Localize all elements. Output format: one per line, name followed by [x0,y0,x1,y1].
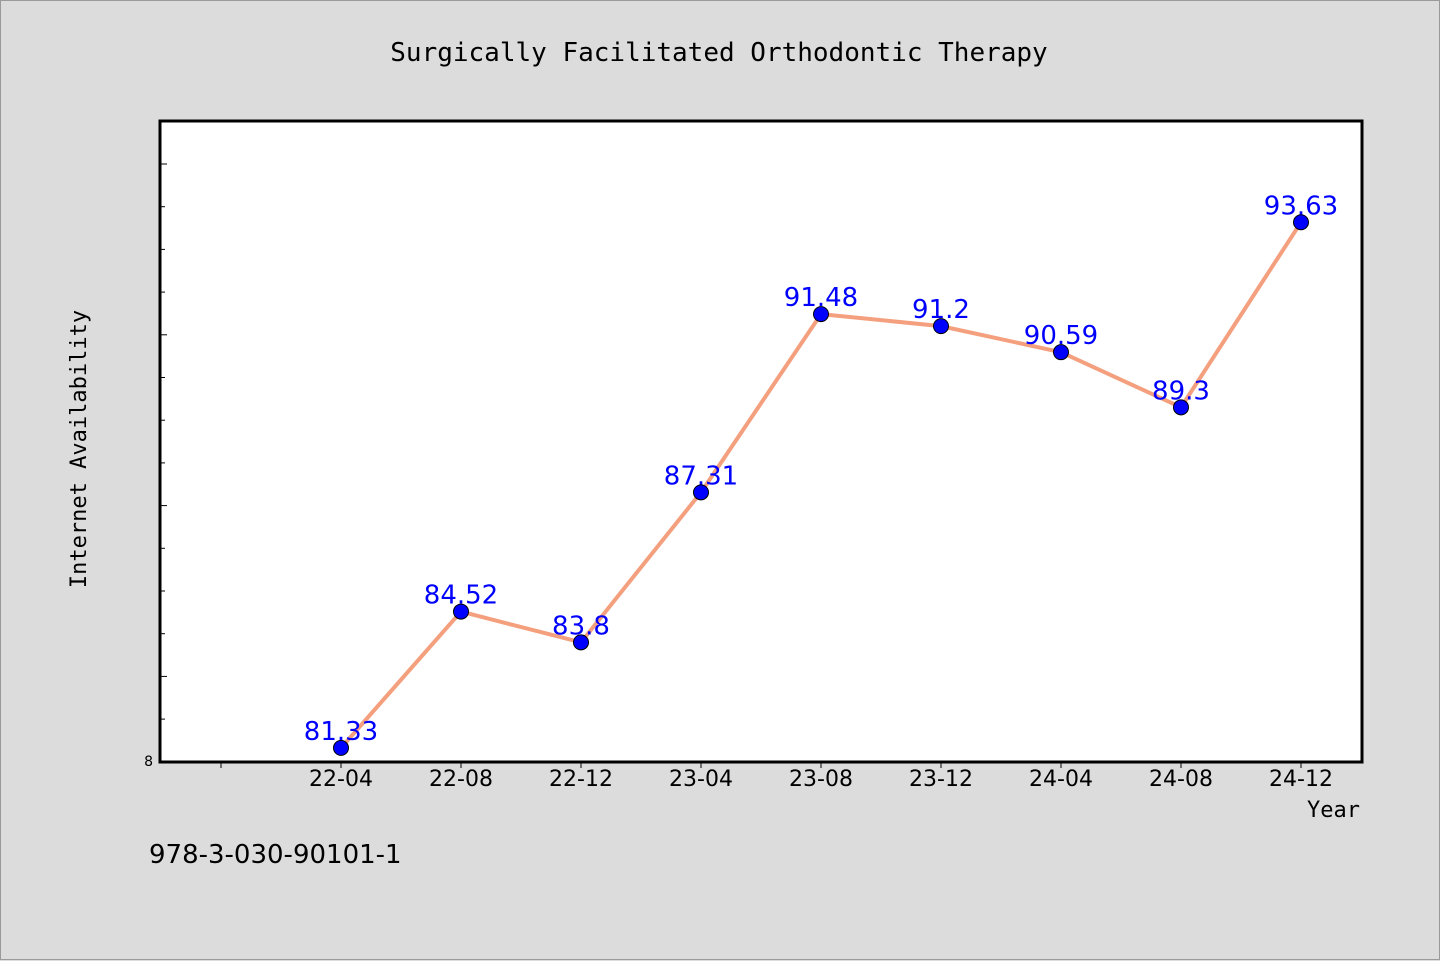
y-axis-ticks [160,163,167,720]
data-point [693,484,709,501]
data-point [1053,344,1069,361]
data-point [1293,214,1309,231]
series-layer: 81.33 84.52 83.8 87.31 91.48 91.2 90.59 89.3 93.… [304,191,1338,756]
data-point [573,634,589,651]
y-axis-label: Internet Availability [67,310,92,588]
x-axis-label: Year [1307,798,1360,823]
data-point [813,306,829,323]
y-tick-label: 8 [144,754,153,770]
data-label: 83.8 [552,611,610,641]
plot-area [158,119,1364,764]
chart-title: Surgically Facilitated Orthodontic Thera… [390,38,1047,68]
data-label: 93.63 [1264,191,1338,221]
footer-text: 978-3-030-90101-1 [149,840,402,870]
data-label: 84.52 [424,581,498,611]
x-tick-label: 23-08 [789,767,853,792]
data-label: 89.3 [1152,376,1210,406]
data-label: 87.31 [664,461,738,491]
data-point [1173,399,1189,416]
x-tick-label: 23-12 [909,767,973,792]
x-tick-label: 22-12 [549,767,613,792]
x-tick-label: 24-12 [1269,767,1333,792]
data-point [333,739,349,756]
data-label: 91.2 [912,295,970,325]
x-tick-label: 22-08 [429,767,493,792]
data-label: 81.33 [304,717,378,747]
x-tick-label: 22-04 [309,767,373,792]
x-tick-label: 24-08 [1149,767,1213,792]
data-point [453,603,469,620]
x-tick-label: 23-04 [669,767,733,792]
x-tick-label: 24-04 [1029,767,1093,792]
x-axis-ticks: 22-04 22-08 22-12 23-04 23-08 23-12 24-04 24-08… [220,762,1333,792]
data-label: 91.48 [784,283,858,313]
data-label: 90.59 [1024,321,1098,351]
data-point [933,318,949,335]
